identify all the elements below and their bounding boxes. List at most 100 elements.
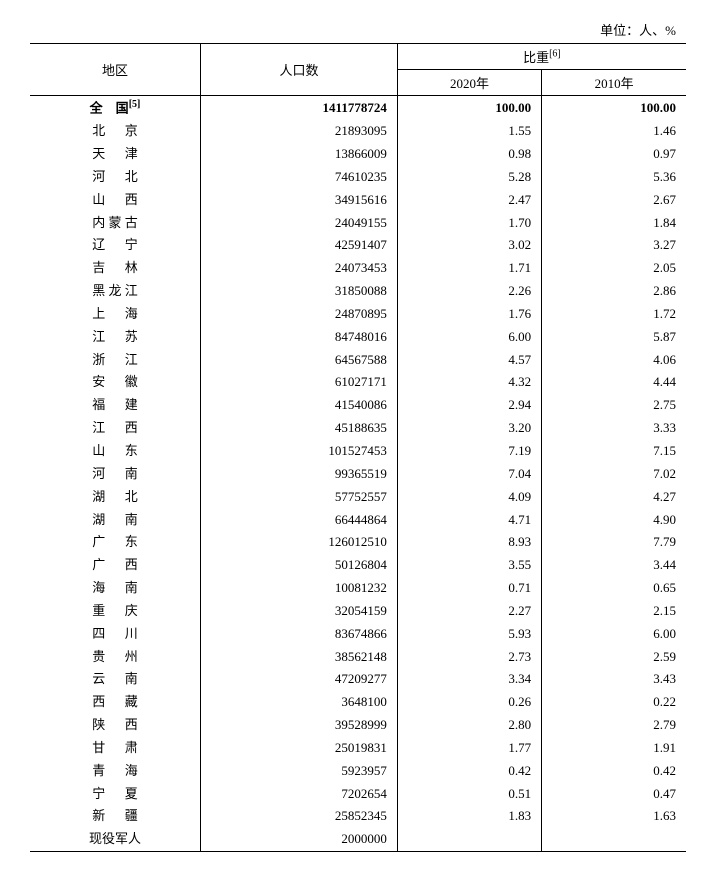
pct-2020-cell: 6.00	[397, 326, 541, 349]
pct-2010-cell: 2.59	[542, 646, 686, 669]
table-row: 黑龙江318500882.262.86	[30, 280, 686, 303]
pct-2020-cell: 4.09	[397, 486, 541, 509]
pct-2020-cell: 3.55	[397, 554, 541, 577]
table-row: 江 苏847480166.005.87	[30, 326, 686, 349]
region-cell: 辽 宁	[30, 234, 201, 257]
pct-2020-cell: 0.71	[397, 577, 541, 600]
region-cell: 四 川	[30, 623, 201, 646]
region-cell: 上 海	[30, 303, 201, 326]
population-cell: 74610235	[201, 166, 398, 189]
region-cell: 云 南	[30, 668, 201, 691]
region-cell: 浙 江	[30, 349, 201, 372]
table-row: 吉 林240734531.712.05	[30, 257, 686, 280]
pct-2010-cell	[542, 828, 686, 851]
pct-2020-cell: 2.26	[397, 280, 541, 303]
table-row: 山 东1015274537.197.15	[30, 440, 686, 463]
population-cell: 57752557	[201, 486, 398, 509]
pct-2020-cell: 7.19	[397, 440, 541, 463]
table-row: 浙 江645675884.574.06	[30, 349, 686, 372]
region-cell: 河 北	[30, 166, 201, 189]
table-row: 西 藏36481000.260.22	[30, 691, 686, 714]
total-row: 全 国[5] 1411778724 100.00 100.00	[30, 96, 686, 121]
population-cell: 126012510	[201, 531, 398, 554]
pct-2010-cell: 7.79	[542, 531, 686, 554]
pct-2010-cell: 5.87	[542, 326, 686, 349]
pct-2020-cell: 1.77	[397, 737, 541, 760]
table-row: 内蒙古240491551.701.84	[30, 212, 686, 235]
region-cell: 重 庆	[30, 600, 201, 623]
total-2010-cell: 100.00	[542, 96, 686, 121]
region-cell: 现役军人	[30, 828, 201, 851]
population-cell: 2000000	[201, 828, 398, 851]
table-row: 安 徽610271714.324.44	[30, 371, 686, 394]
pct-2020-cell: 0.98	[397, 143, 541, 166]
population-cell: 21893095	[201, 120, 398, 143]
population-cell: 24049155	[201, 212, 398, 235]
pct-2010-cell: 0.42	[542, 760, 686, 783]
population-cell: 83674866	[201, 623, 398, 646]
region-cell: 天 津	[30, 143, 201, 166]
region-cell: 新 疆	[30, 805, 201, 828]
header-population: 人口数	[201, 44, 398, 96]
total-population-cell: 1411778724	[201, 96, 398, 121]
pct-2020-cell: 5.93	[397, 623, 541, 646]
population-cell: 99365519	[201, 463, 398, 486]
population-cell: 13866009	[201, 143, 398, 166]
region-cell: 安 徽	[30, 371, 201, 394]
pct-2020-cell: 0.51	[397, 783, 541, 806]
total-region-cell: 全 国[5]	[30, 96, 201, 121]
pct-2010-cell: 1.72	[542, 303, 686, 326]
table-body: 全 国[5] 1411778724 100.00 100.00 北 京21893…	[30, 96, 686, 852]
pct-2010-cell: 1.46	[542, 120, 686, 143]
table-row: 江 西451886353.203.33	[30, 417, 686, 440]
region-cell: 甘 肃	[30, 737, 201, 760]
table-row: 湖 北577525574.094.27	[30, 486, 686, 509]
population-cell: 50126804	[201, 554, 398, 577]
header-2020: 2020年	[397, 70, 541, 96]
region-cell: 河 南	[30, 463, 201, 486]
pct-2020-cell: 1.71	[397, 257, 541, 280]
population-cell: 24870895	[201, 303, 398, 326]
pct-2010-cell: 1.63	[542, 805, 686, 828]
table-row: 贵 州385621482.732.59	[30, 646, 686, 669]
population-cell: 38562148	[201, 646, 398, 669]
pct-2020-cell: 8.93	[397, 531, 541, 554]
pct-2010-cell: 4.27	[542, 486, 686, 509]
region-cell: 宁 夏	[30, 783, 201, 806]
pct-2020-cell: 4.71	[397, 509, 541, 532]
table-row: 云 南472092773.343.43	[30, 668, 686, 691]
region-cell: 山 东	[30, 440, 201, 463]
pct-2010-cell: 3.44	[542, 554, 686, 577]
pct-2020-cell: 2.73	[397, 646, 541, 669]
region-cell: 海 南	[30, 577, 201, 600]
pct-2020-cell: 1.70	[397, 212, 541, 235]
pct-2020-cell	[397, 828, 541, 851]
population-cell: 32054159	[201, 600, 398, 623]
pct-2010-cell: 3.43	[542, 668, 686, 691]
total-2020-cell: 100.00	[397, 96, 541, 121]
population-cell: 41540086	[201, 394, 398, 417]
pct-2020-cell: 3.20	[397, 417, 541, 440]
population-cell: 61027171	[201, 371, 398, 394]
region-cell: 福 建	[30, 394, 201, 417]
population-table: 地区 人口数 比重[6] 2020年 2010年 全 国[5] 14117787…	[30, 43, 686, 852]
pct-2020-cell: 3.02	[397, 234, 541, 257]
table-row: 辽 宁425914073.023.27	[30, 234, 686, 257]
region-cell: 青 海	[30, 760, 201, 783]
population-cell: 10081232	[201, 577, 398, 600]
pct-2010-cell: 2.67	[542, 189, 686, 212]
header-region: 地区	[30, 44, 201, 96]
unit-label: 单位：人、%	[30, 20, 686, 39]
table-row: 广 西501268043.553.44	[30, 554, 686, 577]
pct-2020-cell: 1.83	[397, 805, 541, 828]
pct-2020-cell: 0.26	[397, 691, 541, 714]
population-cell: 25019831	[201, 737, 398, 760]
table-row: 甘 肃250198311.771.91	[30, 737, 686, 760]
region-cell: 湖 北	[30, 486, 201, 509]
population-cell: 24073453	[201, 257, 398, 280]
table-header: 地区 人口数 比重[6] 2020年 2010年	[30, 44, 686, 96]
table-row: 湖 南664448644.714.90	[30, 509, 686, 532]
pct-2020-cell: 1.76	[397, 303, 541, 326]
table-row: 重 庆320541592.272.15	[30, 600, 686, 623]
population-cell: 7202654	[201, 783, 398, 806]
